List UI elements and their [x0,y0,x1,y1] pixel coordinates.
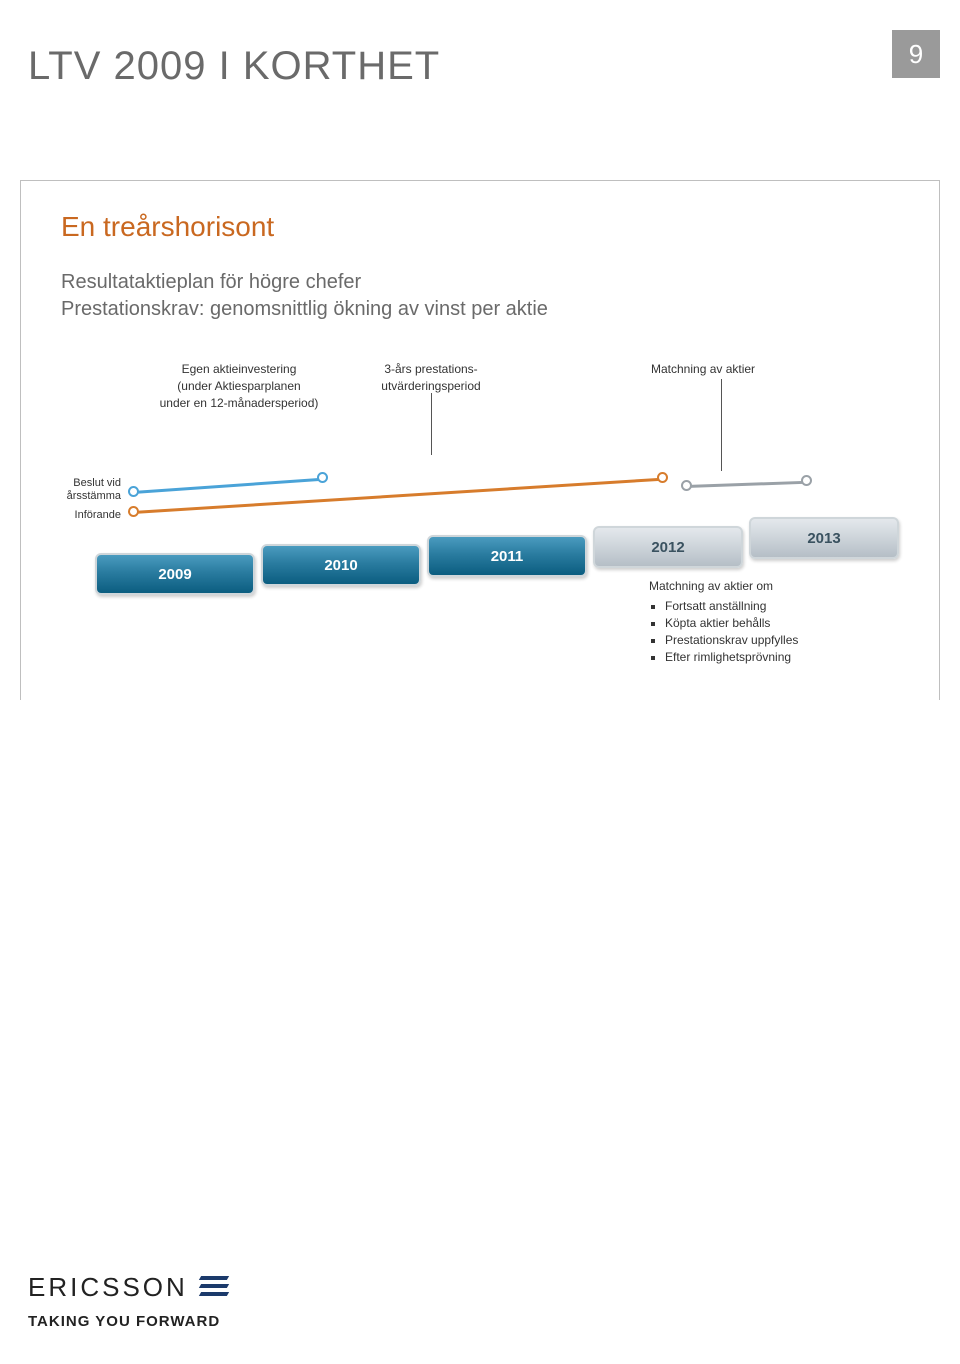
page-title: LTV 2009 I KORTHET [28,44,440,89]
page-number-tab: 9 [892,30,940,78]
label-matching: Matchning av aktier [651,361,755,378]
footer: ERICSSON TAKING YOU FORWARD [28,1272,228,1330]
vrule-match [721,379,722,471]
dot-orange-end [657,472,668,483]
dot-grey-end [801,475,812,486]
year-2010: 2010 [261,544,421,586]
label-evaluation: 3-års prestations- utvärderingsperiod [361,361,501,395]
match-conditions: Matchning av aktier om Fortsatt anställn… [649,579,798,667]
tagline: TAKING YOU FORWARD [28,1313,228,1330]
page: 9 LTV 2009 I KORTHET En treårshorisont R… [0,0,960,1364]
year-2011: 2011 [427,535,587,577]
vrule-eval [431,393,432,455]
timeline-diagram: Egen aktieinvestering (under Aktiesparpl… [61,361,901,661]
brand-name: ERICSSON [28,1272,188,1303]
brand-row: ERICSSON [28,1272,228,1303]
box-title: En treårshorisont [61,211,909,243]
dot-grey-start [681,480,692,491]
ericsson-logo-icon [200,1276,228,1300]
line-grey [686,481,806,488]
label-investment: Egen aktieinvestering (under Aktiesparpl… [149,361,329,411]
year-2009: 2009 [95,553,255,595]
content-box: En treårshorisont Resultataktieplan för … [20,180,940,700]
subtitle-line-2: Prestationskrav: genomsnittlig ökning av… [61,298,909,321]
year-2013: 2013 [749,517,899,559]
subtitle-line-1: Resultataktieplan för högre chefer [61,271,909,294]
dot-orange-start [128,506,139,517]
line-orange [133,478,662,514]
dot-blue-start [128,486,139,497]
year-2012: 2012 [593,526,743,568]
dot-blue-end [317,472,328,483]
page-number: 9 [909,39,923,70]
line-blue [133,478,323,494]
side-labels: Beslut vid årsstämma Införande [33,477,121,529]
